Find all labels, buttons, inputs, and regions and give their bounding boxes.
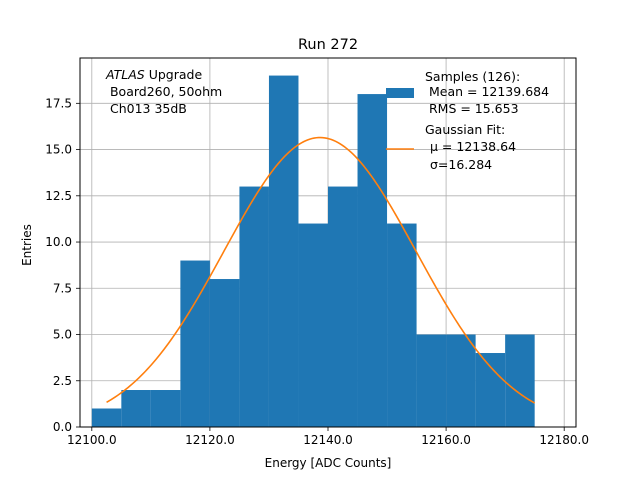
chart-title: Run 272 bbox=[298, 37, 358, 53]
histogram-bar bbox=[475, 353, 506, 427]
x-tick-label: 12140.0 bbox=[303, 433, 353, 447]
y-tick-label: 10.0 bbox=[45, 235, 72, 249]
histogram-bar bbox=[91, 408, 122, 427]
annotation-board: Board260, 50ohm bbox=[106, 84, 222, 99]
y-axis-ticks: 0.0 2.5 5.0 7.5 10.0 12.5 15.0 17.5 bbox=[45, 96, 80, 434]
y-axis-label: Entries bbox=[20, 224, 34, 266]
annotation-channel: Ch013 35dB bbox=[106, 101, 187, 116]
legend-fit-mu: μ = 12138.64 bbox=[430, 139, 516, 154]
svg-text:ATLAS Upgrade: ATLAS Upgrade bbox=[105, 67, 202, 82]
y-tick-label: 15.0 bbox=[45, 143, 72, 157]
x-tick-label: 12100.0 bbox=[67, 433, 117, 447]
histogram-bar bbox=[150, 390, 181, 427]
y-tick-label: 17.5 bbox=[45, 96, 72, 110]
y-tick-label: 5.0 bbox=[53, 328, 72, 342]
histogram-bar bbox=[209, 279, 240, 427]
y-tick-label: 12.5 bbox=[45, 189, 72, 203]
histogram-bar bbox=[298, 223, 328, 427]
annotation: ATLAS Upgrade Board260, 50ohm Ch013 35dB bbox=[105, 67, 222, 116]
y-tick-label: 7.5 bbox=[53, 281, 72, 295]
legend-samples-mean: Mean = 12139.684 bbox=[425, 84, 549, 99]
histogram-bar bbox=[505, 334, 535, 427]
histogram-bar bbox=[239, 186, 269, 427]
histogram-bar bbox=[328, 186, 358, 427]
legend-samples-swatch bbox=[386, 88, 414, 98]
annotation-atlas: ATLAS bbox=[105, 67, 145, 82]
histogram-bar bbox=[357, 94, 388, 427]
histogram-bar bbox=[446, 334, 476, 427]
annotation-upgrade: Upgrade bbox=[145, 67, 203, 82]
legend-fit-sigma: σ=16.284 bbox=[430, 157, 492, 172]
histogram-bar bbox=[268, 75, 299, 428]
x-tick-label: 12120.0 bbox=[185, 433, 235, 447]
histogram-bar bbox=[121, 390, 151, 427]
x-axis-label: Energy [ADC Counts] bbox=[265, 456, 392, 470]
y-tick-label: 0.0 bbox=[53, 420, 72, 434]
legend-fit-title: Gaussian Fit: bbox=[425, 122, 505, 137]
y-tick-label: 2.5 bbox=[53, 374, 72, 388]
histogram-bars bbox=[91, 75, 535, 428]
histogram-bar bbox=[180, 260, 210, 427]
histogram-bar bbox=[387, 223, 417, 427]
legend: Samples (126): Mean = 12139.684 RMS = 15… bbox=[386, 69, 549, 172]
fit-curve-group bbox=[106, 136, 536, 404]
x-axis-ticks: 12100.0 12120.0 12140.0 12160.0 12180.0 bbox=[67, 427, 589, 447]
legend-samples-rms: RMS = 15.653 bbox=[425, 101, 519, 116]
x-tick-label: 12180.0 bbox=[539, 433, 589, 447]
x-tick-label: 12160.0 bbox=[421, 433, 471, 447]
gaussian-fit-curve bbox=[106, 136, 536, 404]
histogram-bar bbox=[416, 334, 447, 427]
legend-samples-title: Samples (126): bbox=[425, 69, 520, 84]
